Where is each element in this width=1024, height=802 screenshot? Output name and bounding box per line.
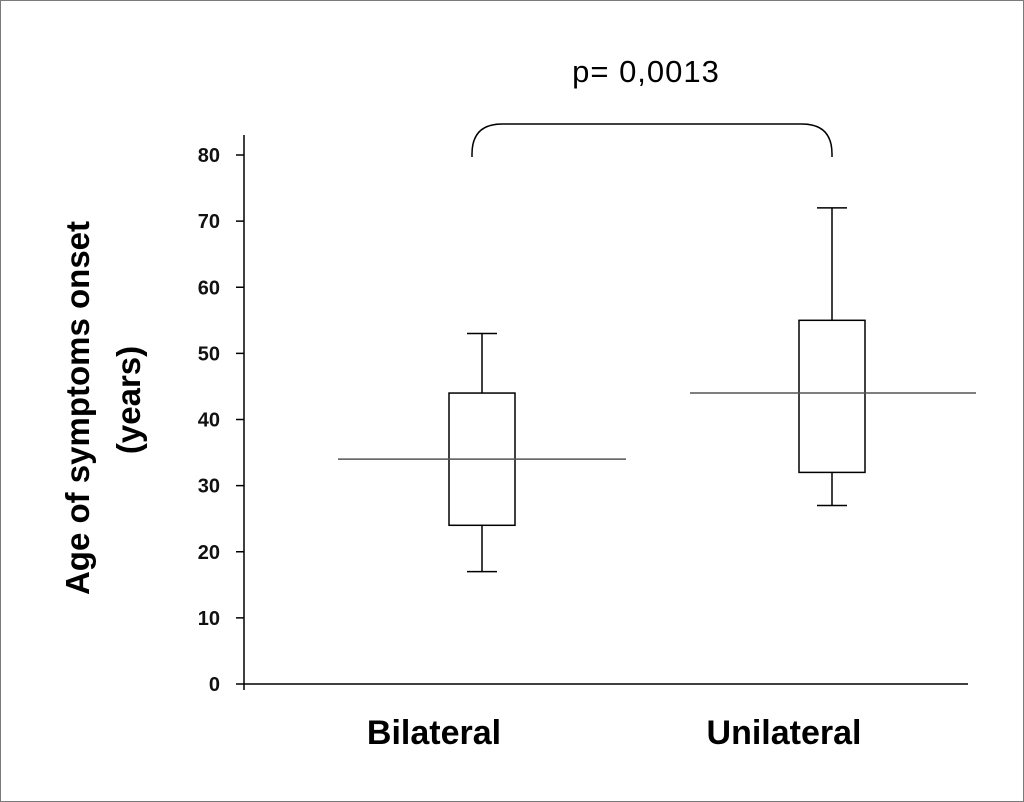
box-bilateral — [338, 332, 626, 573]
y-tick-label: 10 — [198, 608, 220, 630]
y-tick-label: 60 — [198, 277, 220, 299]
y-axis-title-line-1: Age of symptoms onset — [59, 221, 96, 595]
y-tick-label: 0 — [209, 674, 220, 696]
boxes-group — [338, 207, 976, 573]
y-tick-label: 30 — [198, 476, 220, 498]
x-axis-categories: Bilateral Unilateral — [367, 714, 862, 752]
interquartile-box — [798, 319, 866, 474]
y-tick-label: 50 — [198, 343, 220, 365]
y-axis-title-line-2: (years) — [110, 346, 147, 454]
y-axis-title: Age of symptoms onset (years) — [59, 221, 147, 595]
y-tick-label: 40 — [198, 410, 220, 432]
p-value-annotation: p= 0,0013 — [572, 54, 720, 89]
y-tick-label: 20 — [198, 542, 220, 564]
y-axis-ticks: 0 10 20 30 40 50 60 70 80 — [198, 145, 244, 696]
x-category-label: Unilateral — [707, 714, 862, 752]
y-tick-label: 70 — [198, 211, 220, 233]
box-unilateral — [690, 207, 976, 507]
significance-bracket — [471, 123, 833, 157]
x-category-label: Bilateral — [367, 714, 501, 752]
y-tick-label: 80 — [198, 145, 220, 167]
